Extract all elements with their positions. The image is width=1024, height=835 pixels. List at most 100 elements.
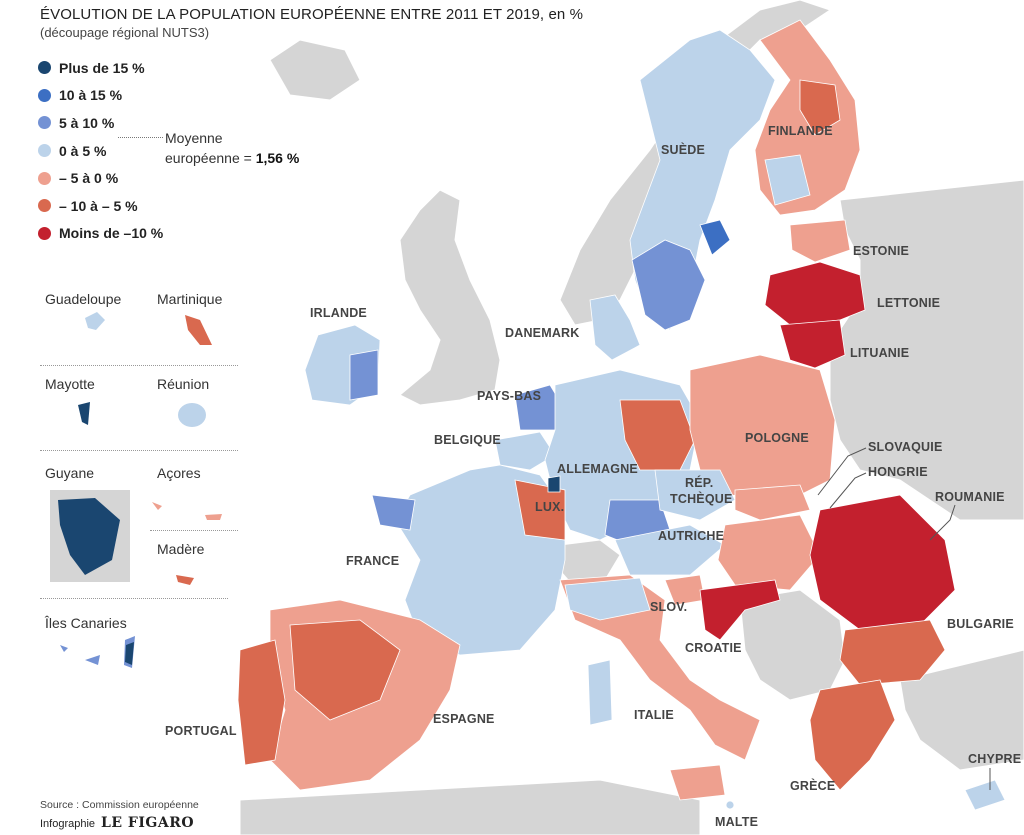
region-italy-north <box>564 577 651 621</box>
inset-separator <box>150 530 238 531</box>
label-france: FRANCE <box>346 554 400 568</box>
label-pays-bas: PAYS-BAS <box>477 389 542 403</box>
legend-label: Plus de 15 % <box>59 59 145 76</box>
inset-madere-shape <box>176 575 194 585</box>
label-autriche: AUTRICHE <box>658 529 725 543</box>
label-italie: ITALIE <box>634 708 674 722</box>
inset-madere-label: Madère <box>157 541 205 557</box>
label-roumanie: ROUMANIE <box>935 490 1005 504</box>
map-title: ÉVOLUTION DE LA POPULATION EUROPÉENNE EN… <box>40 6 584 23</box>
inset-separator <box>40 450 238 451</box>
inset-separator <box>40 598 228 599</box>
legend-swatch <box>38 199 51 213</box>
label-lituanie: LITUANIE <box>850 346 910 360</box>
label-malte: MALTE <box>715 815 759 829</box>
label-hongrie: HONGRIE <box>868 465 928 479</box>
label-espagne: ESPAGNE <box>433 712 495 726</box>
le-figaro-logo: LE FIGARO <box>101 815 195 831</box>
region-czechia <box>654 469 736 521</box>
inset-martinique-label: Martinique <box>157 291 223 307</box>
non-eu-land <box>239 0 1024 835</box>
average-value: 1,56 % <box>255 150 300 166</box>
region-slovakia <box>734 484 811 521</box>
source-note: Source : Commission européenne <box>40 799 199 811</box>
label-portugal: PORTUGAL <box>165 724 237 738</box>
inset-separator <box>40 365 238 366</box>
average-leader-line <box>118 137 163 138</box>
region-sweden-south <box>631 239 706 331</box>
label-tcheque: TCHÈQUE <box>670 492 733 506</box>
inset-guyane-shape <box>58 498 120 575</box>
label-pologne: POLOGNE <box>745 431 809 445</box>
label-finlande: FINLANDE <box>768 124 833 138</box>
legend-label: Moins de –10 % <box>59 225 164 242</box>
region-latvia <box>764 261 866 326</box>
legend-label: – 5 à 0 % <box>59 170 119 187</box>
region-sardinia <box>587 659 613 726</box>
inset-mayotte-shape <box>78 402 90 425</box>
legend-item: 10 à 15 % <box>38 82 163 110</box>
region-malta <box>725 800 735 810</box>
inset-guadeloupe-shape <box>85 312 105 330</box>
legend-item: 5 à 10 % <box>38 109 163 137</box>
legend-item: Plus de 15 % <box>38 54 163 82</box>
region-greece <box>809 679 896 791</box>
region-italy <box>559 574 761 761</box>
eu-regions <box>237 19 1006 811</box>
legend-item: 0 à 5 % <box>38 137 163 165</box>
label-lettonie: LETTONIE <box>877 296 941 310</box>
average-label: Moyenne <box>165 130 223 146</box>
inset-guyane-label: Guyane <box>45 465 95 481</box>
region-denmark <box>589 294 641 361</box>
legend-label: 5 à 10 % <box>59 114 115 131</box>
label-belgique: BELGIQUE <box>434 433 501 447</box>
overseas-insets <box>50 312 222 668</box>
label-slovaquie: SLOVAQUIE <box>868 440 943 454</box>
legend-label: – 10 à – 5 % <box>59 197 138 214</box>
legend-swatch <box>38 88 51 102</box>
inset-acores-label: Açores <box>157 465 201 481</box>
region-france-west <box>371 494 416 531</box>
region-luxembourg <box>547 475 561 493</box>
average-label2: européenne = <box>165 150 252 166</box>
legend-label: 0 à 5 % <box>59 142 107 159</box>
inset-acores-shape <box>152 502 222 520</box>
legend-swatch <box>38 226 51 240</box>
region-estonia <box>789 219 851 263</box>
credit-prefix: Infographie <box>40 818 96 830</box>
label-slov: SLOV. <box>650 600 688 614</box>
label-allemagne: ALLEMAGNE <box>557 462 638 476</box>
inset-canaries-dark <box>125 642 134 665</box>
label-grece: GRÈCE <box>790 779 836 793</box>
label-lux: LUX. <box>535 500 565 514</box>
region-belgium <box>494 431 556 471</box>
map-subtitle: (découpage régional NUTS3) <box>40 25 210 40</box>
legend-label: 10 à 15 % <box>59 87 123 104</box>
region-finland-south <box>799 79 841 136</box>
region-austria <box>614 524 726 576</box>
region-stockholm <box>699 219 731 256</box>
region-hungary <box>717 514 821 591</box>
region-portugal <box>237 639 286 766</box>
label-suede: SUÈDE <box>661 143 706 157</box>
legend-swatch <box>38 171 51 185</box>
inset-reunion-label: Réunion <box>157 376 210 392</box>
legend-item: Moins de –10 % <box>38 220 163 248</box>
label-rep: RÉP. <box>685 476 714 490</box>
region-croatia <box>699 579 781 641</box>
inset-canaries-label: Îles Canaries <box>45 615 127 631</box>
legend: Plus de 15 % 10 à 15 % 5 à 10 % 0 à 5 % – 5 … <box>38 54 163 247</box>
region-romania <box>809 494 956 631</box>
label-croatie: CROATIE <box>685 641 742 655</box>
region-spain-interior <box>289 619 401 721</box>
region-poland <box>689 354 836 501</box>
label-estonie: ESTONIE <box>853 244 910 258</box>
region-sicily <box>669 764 726 801</box>
legend-item: – 5 à 0 % <box>38 164 163 192</box>
inset-canaries-shape <box>60 636 135 668</box>
credit: Infographie LE FIGARO <box>40 815 194 831</box>
region-cyprus <box>964 779 1006 811</box>
region-finland-helsinki <box>764 154 811 206</box>
inset-martinique-shape <box>185 315 212 345</box>
